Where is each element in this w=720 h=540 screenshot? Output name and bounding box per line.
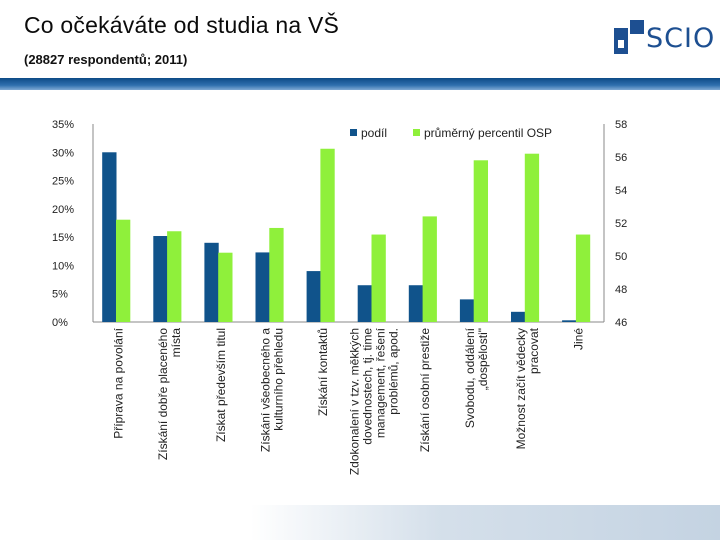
x-tick-label: Získání všeobecného akulturního přehledu [258, 328, 285, 452]
x-tick-label: Získání kontaktů [316, 328, 330, 416]
y-right-tick-label: 52 [615, 218, 627, 230]
x-tick-label: Příprava na povolání [112, 327, 126, 438]
y-left-tick-label: 35% [52, 119, 74, 131]
bar-osp [575, 234, 591, 322]
x-tick-label: Svobodu, oddálení„dospělosti" [463, 327, 490, 428]
y-left-tick-label: 20% [52, 204, 74, 216]
x-tick-label-line: místa [169, 328, 183, 358]
legend-label-podil: podíl [361, 126, 387, 140]
scio-logo: SCIO [614, 20, 714, 56]
x-tick-label: Získání dobře placenéhomísta [156, 328, 183, 460]
x-tick-label-line: Možnost začít vědecky [514, 328, 528, 449]
legend-label-osp: průměrný percentil OSP [424, 126, 552, 140]
x-tick-label-line: Získat především titul [214, 328, 228, 442]
y-right-tick-label: 56 [615, 152, 627, 164]
y-left-tick-label: 0% [52, 317, 68, 329]
x-tick-label: Zdokonalení v tzv. měkkýchdovednostech, … [348, 327, 401, 475]
x-tick-label: Získání osobní prestiže [418, 328, 432, 452]
x-tick-label-line: „dospělosti" [476, 328, 490, 390]
y-left-tick-label: 10% [52, 260, 74, 272]
x-tick-label-line: kulturního přehledu [271, 328, 285, 431]
x-tick-label-line: Získání osobní prestiže [418, 328, 432, 452]
footer-decoration [250, 505, 720, 540]
y-right-tick-label: 48 [615, 284, 627, 296]
x-tick-label: Získat především titul [214, 328, 228, 442]
x-tick-label-line: Získání kontaktů [316, 328, 330, 416]
x-tick-label-line: Příprava na povolání [112, 327, 126, 438]
legend-swatch-osp [413, 129, 420, 136]
legend-swatch-podil [350, 129, 357, 136]
bar-podil [153, 236, 168, 322]
x-tick-label-line: problémů, apod. [387, 328, 401, 415]
bar-podil [459, 299, 475, 322]
slide-title: Co očekáváte od studia na VŠ [24, 12, 340, 38]
x-tick-label-line: Získání všeobecného a [258, 328, 272, 452]
x-tick-label-line: Získání dobře placeného [156, 328, 170, 460]
bar-osp [524, 153, 540, 322]
bar-podil [408, 285, 424, 322]
x-tick-label-line: management, řešení [374, 327, 388, 438]
bar-osp [218, 252, 233, 322]
header-bar [0, 78, 720, 90]
y-right-tick-label: 50 [615, 251, 627, 263]
x-tick-label: Možnost začít vědeckypracovat [514, 327, 541, 449]
x-tick-label: Jiné [571, 328, 585, 350]
bar-osp [167, 231, 182, 322]
bar-osp [269, 227, 284, 322]
y-right-tick-label: 46 [615, 317, 627, 329]
x-tick-label-line: dovednostech, tj. time [361, 328, 375, 445]
slide-subtitle: (28827 respondentů; 2011) [24, 52, 188, 67]
bar-podil [357, 285, 373, 322]
bar-podil [562, 320, 577, 322]
bar-podil [255, 252, 270, 322]
scio-logo-icon [614, 20, 644, 54]
y-right-tick-label: 58 [615, 119, 627, 131]
bar-podil [510, 311, 526, 322]
y-left-tick-label: 30% [52, 147, 74, 159]
scio-logo-text: SCIO [646, 23, 716, 54]
bar-osp [320, 148, 335, 322]
y-right-tick-label: 54 [615, 185, 627, 197]
bar-podil [306, 271, 321, 322]
x-tick-label-line: pracovat [527, 327, 541, 374]
x-tick-label-line: Jiné [571, 328, 585, 350]
bar-osp [473, 160, 489, 322]
y-left-tick-label: 5% [52, 289, 68, 301]
bar-osp [371, 234, 386, 322]
bar-podil [102, 152, 117, 322]
x-tick-label-line: Zdokonalení v tzv. měkkých [348, 328, 362, 475]
bar-osp [115, 219, 131, 322]
x-tick-label-line: Svobodu, oddálení [463, 327, 477, 428]
bar-osp [422, 216, 437, 322]
bar-podil [204, 242, 219, 322]
y-left-tick-label: 25% [52, 176, 74, 188]
y-left-tick-label: 15% [52, 232, 74, 244]
